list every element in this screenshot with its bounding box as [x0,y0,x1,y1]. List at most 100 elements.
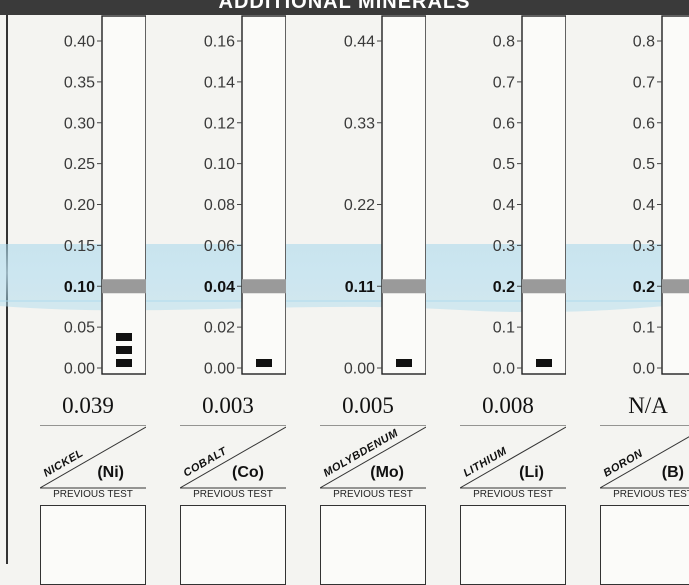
value-bar [116,333,132,341]
reference-band [662,279,689,294]
tick-label: 0.15 [64,238,95,255]
mineral-symbol: (Li) [519,464,544,481]
chart-nickel: 0.40 0.35 0.30 0.25 0.20 0.15 0.10 0.05 0.00 0.03… [6,15,146,585]
tick-label: 0.35 [64,74,95,91]
previous-test-label: PREVIOUS TEST [193,489,273,500]
tick-label: 0.06 [204,238,235,255]
chart-boron: 0.8 0.7 0.6 0.5 0.4 0.3 0.2 0.1 0.0 N/A BORON (B) PR… [566,15,689,585]
tick-label: 0.11 [345,279,375,296]
mineral-label-box: MOLYBDENUM [320,425,426,489]
result-value: 0.008 [482,393,534,418]
value-bar [536,359,552,367]
previous-test-label: PREVIOUS TEST [613,489,689,500]
tick-label: 0.12 [204,115,235,132]
label-diagonal [600,436,689,489]
section-title: ADDITIONAL MINERALS [218,0,471,13]
tick-label: 0.6 [493,115,515,132]
value-bar [396,359,412,367]
reference-band [522,279,566,294]
label-diagonal [180,426,286,489]
reference-band [382,279,426,294]
tick-label: 0.00 [344,361,375,378]
result-value: N/A [628,393,668,418]
tick-label: 0.05 [64,320,95,337]
tick-label: 0.16 [204,34,235,51]
tick-label: 0.4 [493,197,515,214]
result-value: 0.005 [342,393,394,418]
gauge-molybdenum: 0.44 0.33 0.22 0.11 0.00 [344,15,426,378]
previous-test-box [600,505,689,585]
tick-label: 0.33 [344,115,375,132]
gauge-boron: 0.8 0.7 0.6 0.5 0.4 0.3 0.2 0.1 0.0 [633,15,689,378]
gauge-cobalt: 0.16 0.14 0.12 0.10 0.08 0.06 0.04 0.02 0.00 [204,15,286,378]
tick-label: 0.40 [64,34,95,51]
tick-label: 0.14 [204,74,235,91]
mineral-symbol: (Mo) [370,464,404,481]
tick-label: 0.3 [633,238,655,255]
gauge-nickel: 0.40 0.35 0.30 0.25 0.20 0.15 0.10 0.05 0.00 [64,15,146,378]
value-bar [116,359,132,367]
previous-test-box [320,505,426,585]
band-wave [0,300,689,313]
tick-label: 0.00 [64,361,95,378]
tick-label: 0.20 [64,197,95,214]
tick-label: 0.7 [493,74,515,91]
previous-test-box [460,505,566,585]
tick-label: 0.1 [633,320,655,337]
value-bar [256,359,272,367]
gauge-frame [101,15,146,375]
tick-label: 0.8 [633,34,655,51]
label-diagonal [320,426,426,489]
chart-lithium: 0.8 0.7 0.6 0.5 0.4 0.3 0.2 0.1 0.0 0.008 LITHIUM(… [426,15,566,585]
reference-band [242,279,286,294]
mineral-label-box: BORON [600,425,689,489]
tick-label: 0.5 [633,156,655,173]
tick-label: 0.10 [64,279,95,296]
result-value: 0.039 [62,393,114,418]
tick-label: 0.8 [493,34,515,51]
tick-label: 0.2 [633,279,655,296]
mineral-symbol: (Co) [232,464,264,481]
gauge-lithium: 0.8 0.7 0.6 0.5 0.4 0.3 0.2 0.1 0.0 [493,15,566,378]
previous-test-label: PREVIOUS TEST [53,489,133,500]
tick-label: 0.22 [344,197,375,214]
tick-label: 0.4 [633,197,655,214]
value-bar [116,346,132,354]
previous-test-label: PREVIOUS TEST [473,489,553,500]
label-diagonal [40,426,146,489]
tick-label: 0.30 [64,115,95,132]
tick-label: 0.7 [633,74,655,91]
gauge-frame [521,15,566,375]
tick-label: 0.0 [633,361,655,378]
mineral-label-box: COBALT [180,425,286,489]
tick-label: 0.5 [493,156,515,173]
tick-label: 0.1 [493,320,515,337]
reference-band [102,279,146,294]
gauge-frame [241,15,286,375]
result-value: 0.003 [202,393,254,418]
tick-label: 0.2 [493,279,515,296]
tick-label: 0.02 [204,320,235,337]
chart-cobalt: 0.16 0.14 0.12 0.10 0.08 0.06 0.04 0.02 0.00 0.00… [146,15,286,585]
tick-label: 0.25 [64,156,95,173]
chart-molybdenum: 0.44 0.33 0.22 0.11 0.00 0.005 MOLYBDENUM (Mo) P… [286,15,426,585]
mineral-label-box: NICKEL [40,425,146,489]
section-header: ADDITIONAL MINERALS [0,0,689,15]
tick-label: 0.44 [344,34,375,51]
tick-label: 0.10 [204,156,235,173]
tick-label: 0.00 [204,361,235,378]
tick-label: 0.6 [633,115,655,132]
tick-label: 0.0 [493,361,515,378]
previous-test-box [180,505,286,585]
tick-label: 0.04 [204,279,235,296]
mineral-symbol: (Ni) [97,464,124,481]
mineral-symbol: (B) [661,464,684,481]
label-diagonal [460,426,566,489]
previous-test-box [40,505,146,585]
tick-label: 0.08 [204,197,235,214]
tick-label: 0.3 [493,238,515,255]
gauge-frame [661,15,689,375]
previous-test-label: PREVIOUS TEST [333,489,413,500]
mineral-label-box: LITHIUM [460,425,566,489]
gauge-frame [381,15,426,375]
